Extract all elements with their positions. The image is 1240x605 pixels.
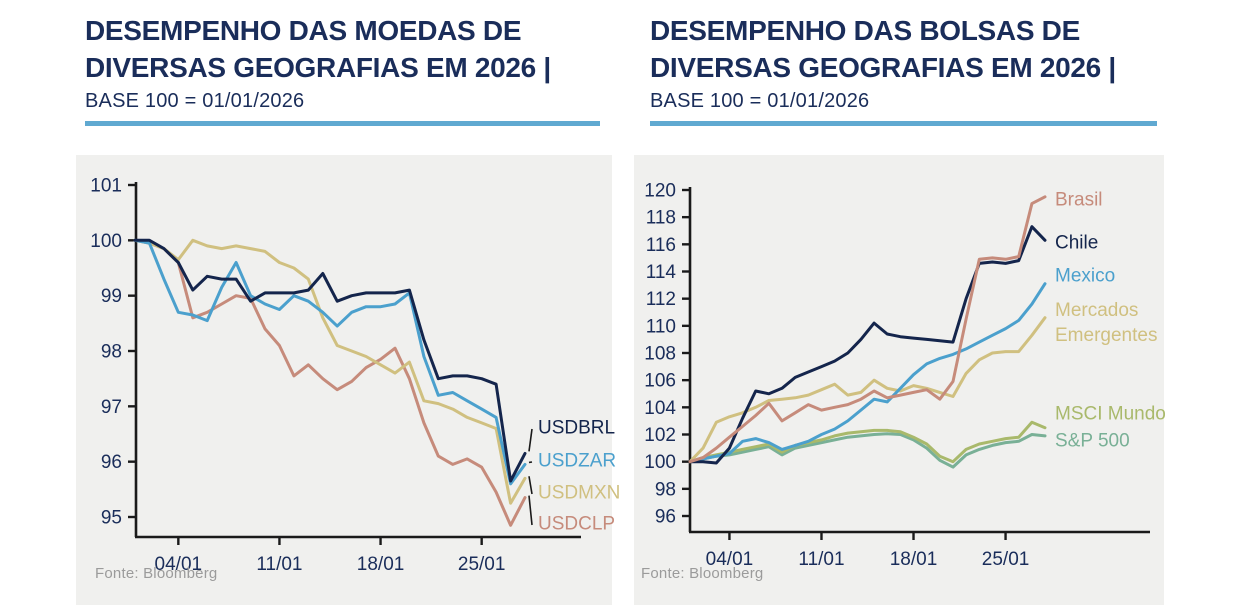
x-tick-label: 25/01 — [982, 549, 1030, 570]
y-tick-label: 116 — [646, 235, 676, 256]
series-label-usdzar: USDZAR — [538, 451, 616, 472]
series-label-usdbrl: USDBRL — [538, 418, 615, 439]
y-tick-label: 95 — [101, 508, 122, 529]
y-tick-label: 98 — [101, 342, 122, 363]
y-tick-label: 100 — [644, 452, 676, 473]
x-tick-label: 18/01 — [357, 554, 405, 575]
currencies-chart-title: DESEMPENHO DAS MOEDAS DE DIVERSAS GEOGRA… — [85, 12, 551, 86]
currencies-chart-section: DESEMPENHO DAS MOEDAS DE DIVERSAS GEOGRA… — [76, 0, 632, 605]
x-tick-label: 04/01 — [706, 549, 754, 570]
series-line-usdbrl — [133, 238, 527, 483]
series-label-mexico: Mexico — [1055, 266, 1115, 287]
x-tick-label: 11/01 — [798, 549, 844, 570]
currencies-plot-panel — [76, 155, 612, 605]
stocks-chart-title: DESEMPENHO DAS BOLSAS DE DIVERSAS GEOGRA… — [650, 12, 1116, 86]
stocks-chart-subtitle: BASE 100 = 01/01/2026 — [650, 90, 870, 112]
series-label-chile: Chile — [1055, 233, 1098, 254]
series-line-brasil — [688, 195, 1047, 464]
y-tick-label: 104 — [644, 398, 676, 419]
title-underline-bar — [650, 121, 1157, 126]
series-label-brasil: Brasil — [1055, 190, 1103, 211]
series-line-mercados-emergentes — [688, 316, 1047, 464]
y-tick-label: 96 — [101, 452, 122, 473]
stocks-title-block: DESEMPENHO DAS BOLSAS DE DIVERSAS GEOGRA… — [650, 12, 1116, 113]
series-label-s-p-500: S&P 500 — [1055, 431, 1130, 452]
y-tick-label: 100 — [90, 231, 122, 252]
title-line-2: DIVERSAS GEOGRAFIAS EM 2026 | — [85, 52, 551, 83]
title-line-1: DESEMPENHO DAS MOEDAS DE — [85, 15, 522, 46]
label-leader-usdbrl — [528, 428, 533, 452]
y-tick-label: 108 — [644, 344, 676, 365]
currencies-chart-subtitle: BASE 100 = 01/01/2026 — [85, 90, 305, 112]
series-line-msci-mundo — [688, 420, 1047, 464]
currencies-title-block: DESEMPENHO DAS MOEDAS DE DIVERSAS GEOGRA… — [85, 12, 551, 113]
title-line-2: DIVERSAS GEOGRAFIAS EM 2026 | — [650, 52, 1116, 83]
series-line-mexico — [688, 282, 1047, 464]
y-tick-label: 118 — [646, 208, 676, 229]
y-tick-label: 101 — [90, 176, 122, 197]
series-line-usdzar — [133, 238, 527, 486]
title-underline-bar — [85, 121, 600, 126]
y-tick-label: 120 — [644, 181, 676, 202]
stocks-source-note: Fonte: Bloomberg — [641, 565, 764, 582]
label-leader-usdclp — [528, 495, 533, 526]
stocks-plot-panel — [634, 155, 1164, 605]
series-label-usdmxn: USDMXN — [538, 483, 620, 504]
y-tick-label: 114 — [646, 262, 677, 283]
series-label-msci-mundo: MSCI Mundo — [1055, 404, 1166, 425]
title-line-1: DESEMPENHO DAS BOLSAS DE — [650, 15, 1080, 46]
y-tick-label: 97 — [101, 397, 122, 418]
y-tick-label: 102 — [644, 425, 676, 446]
y-tick-label: 98 — [655, 479, 676, 500]
series-label-mercados-emergentes: Emergentes — [1055, 325, 1157, 346]
stocks-line-chart: 96 98 100 102 104 106 108 110 112 114 116 118 120 04/… — [644, 181, 1166, 571]
currencies-line-chart: 95 96 97 98 99 100 101 04/01 11/01 18/01 25/01 USDB… — [90, 176, 620, 576]
series-label-usdclp: USDCLP — [538, 514, 615, 535]
y-tick-label: 99 — [101, 286, 122, 307]
x-tick-label: 25/01 — [458, 554, 506, 575]
label-leader-usdmxn — [528, 476, 533, 495]
y-tick-label: 106 — [644, 371, 676, 392]
currencies-source-note: Fonte: Bloomberg — [95, 565, 218, 582]
series-line-usdclp — [133, 238, 527, 527]
series-line-chile — [688, 225, 1047, 465]
y-tick-label: 110 — [646, 316, 676, 337]
x-tick-label: 11/01 — [256, 554, 302, 575]
y-tick-label: 112 — [646, 289, 676, 310]
series-label-mercados-emergentes: Mercados — [1055, 300, 1138, 321]
x-tick-label: 18/01 — [890, 549, 938, 570]
stock-markets-chart-section: DESEMPENHO DAS BOLSAS DE DIVERSAS GEOGRA… — [634, 0, 1194, 605]
y-tick-label: 96 — [655, 507, 676, 528]
series-line-usdmxn — [133, 238, 527, 505]
x-tick-label: 04/01 — [155, 554, 203, 575]
series-line-s-p-500 — [688, 432, 1047, 469]
